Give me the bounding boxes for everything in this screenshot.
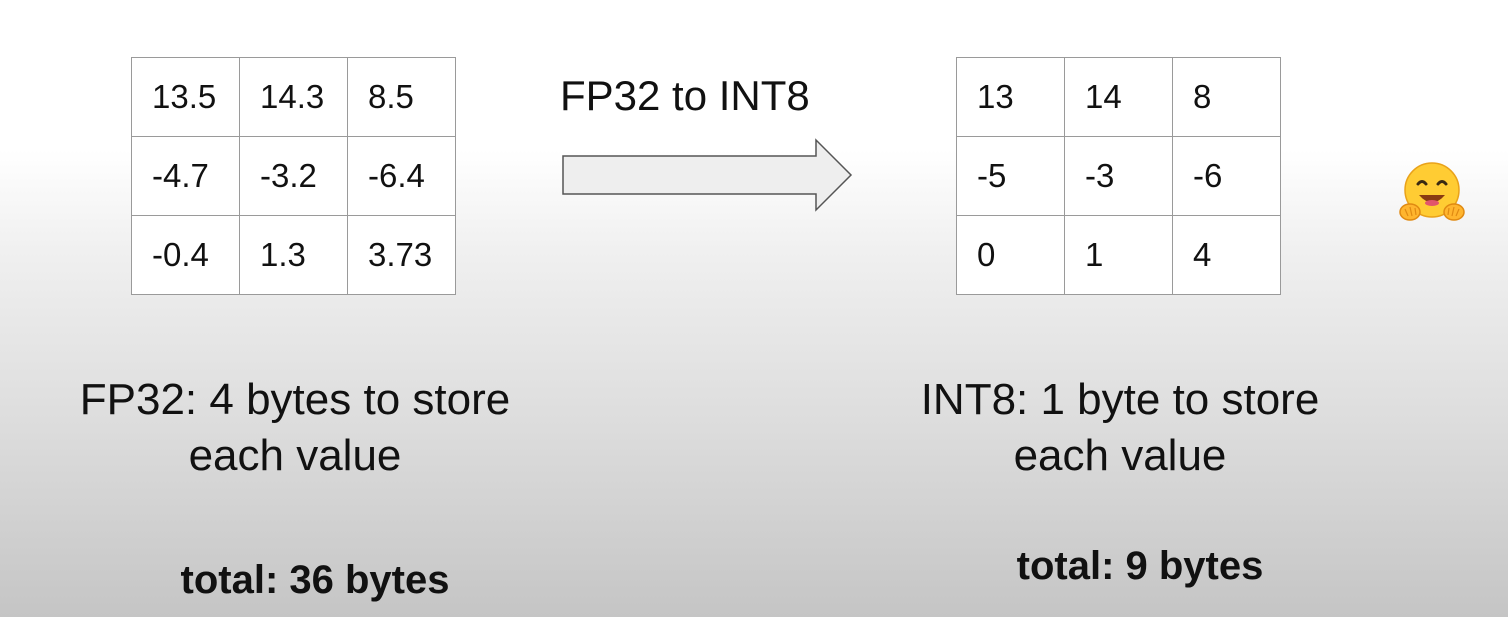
matrix-cell: 8.5 [347,57,456,137]
matrix-row: 0 1 4 [956,215,1281,295]
matrix-cell: 14 [1064,57,1173,137]
matrix-cell: -6.4 [347,136,456,216]
matrix-row: 13 14 8 [956,57,1281,137]
int8-caption: INT8: 1 byte to store each value [880,372,1360,484]
right-arrow-icon [562,138,853,212]
matrix-cell: 4 [1172,215,1281,295]
fp32-total: total: 36 bytes [180,558,450,602]
matrix-cell: 1 [1064,215,1173,295]
matrix-cell: -6 [1172,136,1281,216]
matrix-cell: 8 [1172,57,1281,137]
matrix-cell: 13.5 [131,57,240,137]
matrix-cell: 0 [956,215,1065,295]
hugging-face-icon [1399,162,1465,221]
fp32-caption-line2: each value [188,431,402,480]
matrix-cell: 13 [956,57,1065,137]
matrix-row: -4.7 -3.2 -6.4 [131,136,456,216]
int8-caption-line1: INT8: 1 byte to store [920,375,1320,424]
matrix-cell: -4.7 [131,136,240,216]
matrix-row: -5 -3 -6 [956,136,1281,216]
matrix-cell: -5 [956,136,1065,216]
matrix-cell: 14.3 [239,57,348,137]
int8-matrix: 13 14 8 -5 -3 -6 0 1 4 [956,57,1281,295]
fp32-caption-line1: FP32: 4 bytes to store [79,375,511,424]
fp32-caption: FP32: 4 bytes to store each value [40,372,550,484]
int8-caption-line2: each value [1013,431,1227,480]
matrix-cell: -3.2 [239,136,348,216]
matrix-cell: 1.3 [239,215,348,295]
conversion-title: FP32 to INT8 [560,72,810,119]
fp32-matrix: 13.5 14.3 8.5 -4.7 -3.2 -6.4 -0.4 1.3 3.… [131,57,456,295]
matrix-cell: -3 [1064,136,1173,216]
matrix-row: 13.5 14.3 8.5 [131,57,456,137]
matrix-row: -0.4 1.3 3.73 [131,215,456,295]
matrix-cell: -0.4 [131,215,240,295]
matrix-cell: 3.73 [347,215,456,295]
int8-total: total: 9 bytes [1016,544,1264,588]
